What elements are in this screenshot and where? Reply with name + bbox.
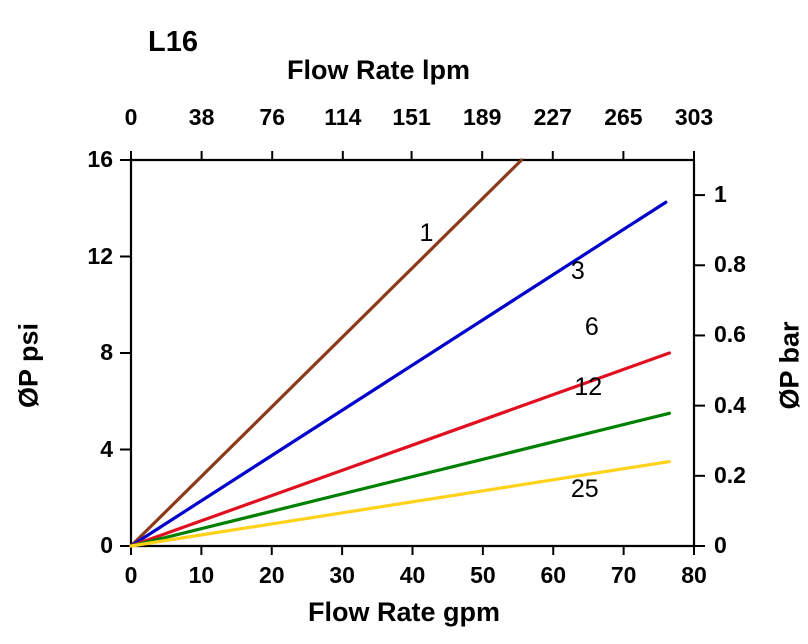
x2-tick-label: 38 — [188, 104, 215, 130]
series-label-25: 25 — [570, 474, 599, 503]
series-label-3: 3 — [570, 257, 585, 286]
x-tick-label: 40 — [399, 562, 426, 588]
x2-tick-label: 265 — [604, 104, 643, 130]
x2-tick-label: 76 — [259, 104, 285, 130]
x-tick-label: 0 — [124, 562, 138, 588]
x-tick-label: 50 — [470, 562, 496, 588]
series-line-25 — [129, 459, 671, 548]
plot-frame — [129, 158, 696, 548]
top-axis-title: Flow Rate lpm — [287, 55, 471, 85]
y-tick-label: 12 — [87, 242, 113, 269]
bottom-axis-title: Flow Rate gpm — [307, 597, 500, 627]
series-line-3 — [129, 200, 668, 548]
x-tick-label: 70 — [610, 562, 637, 588]
x2-tick-label: 0 — [124, 104, 138, 130]
x2-tick-label: 151 — [392, 104, 431, 130]
y-tick-label: 4 — [100, 435, 113, 462]
x-tick-label: 30 — [329, 562, 355, 588]
y-tick-label: 8 — [100, 339, 113, 365]
x-tick-label: 10 — [188, 562, 215, 588]
series-line-1 — [129, 158, 524, 548]
x2-tick-label: 227 — [533, 104, 572, 130]
chart-title: L16 — [148, 26, 198, 58]
series-label-12: 12 — [574, 373, 603, 402]
series-label-1: 1 — [419, 218, 434, 247]
series-lines — [129, 158, 671, 548]
y2-tick-label: 0.4 — [714, 391, 746, 418]
x-tick-label: 20 — [258, 562, 285, 588]
x2-tick-label: 303 — [674, 104, 714, 130]
y-tick-label: 16 — [87, 146, 113, 172]
x2-tick-label: 189 — [462, 104, 502, 130]
y2-tick-label: 0.2 — [714, 461, 746, 488]
y2-tick-label: 0 — [714, 532, 727, 558]
x-tick-label: 60 — [540, 562, 567, 588]
y2-tick-label: 0.6 — [714, 321, 746, 348]
tick-marks — [120, 151, 705, 555]
series-line-6 — [129, 351, 671, 548]
y-tick-label: 0 — [100, 532, 113, 558]
x2-tick-label: 114 — [324, 104, 362, 130]
series-line-12 — [129, 411, 671, 548]
series-label-6: 6 — [584, 312, 599, 341]
x-tick-label: 80 — [681, 562, 707, 588]
y2-tick-label: 1 — [714, 181, 727, 208]
y2-tick-label: 0.8 — [714, 251, 746, 278]
